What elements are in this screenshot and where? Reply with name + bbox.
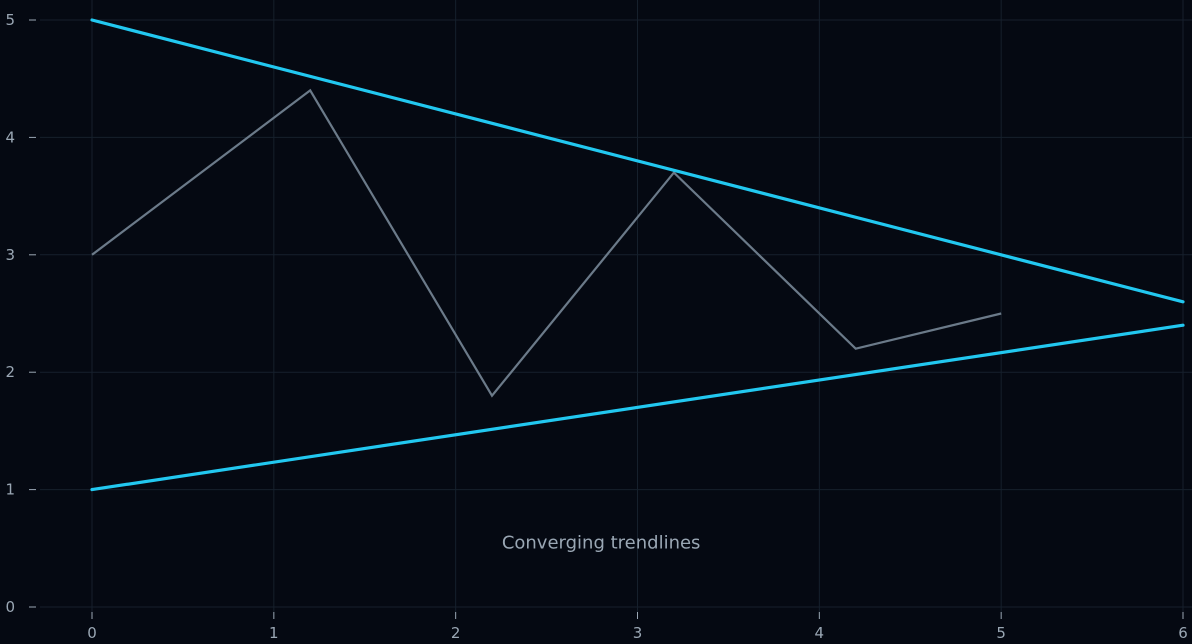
lower-trendline-line (90, 323, 1185, 492)
y-tick-label: 4 (5, 128, 15, 146)
upper-trendline-line (90, 18, 1185, 304)
series (90, 18, 1185, 492)
x-tick-label: 4 (815, 624, 825, 642)
axes: 0 1 2 3 4 5 0 1 2 3 4 5 6 (5, 11, 1187, 642)
x-tick-label: 6 (1178, 624, 1188, 642)
x-tick-label: 5 (996, 624, 1006, 642)
annotations: Converging trendlines (502, 532, 701, 553)
grid (40, 0, 1192, 612)
x-tick-label: 1 (269, 624, 279, 642)
price-line (91, 88, 1002, 398)
annotation-label: Converging trendlines (502, 532, 701, 553)
y-tick-label: 2 (5, 363, 15, 381)
x-tick-label: 0 (87, 624, 97, 642)
y-tick-label: 5 (5, 11, 15, 29)
x-tick-label: 2 (451, 624, 461, 642)
y-tick-label: 1 (5, 481, 15, 499)
y-tick-label: 3 (5, 246, 15, 264)
x-tick-label: 3 (633, 624, 643, 642)
y-tick-label: 0 (5, 598, 15, 616)
